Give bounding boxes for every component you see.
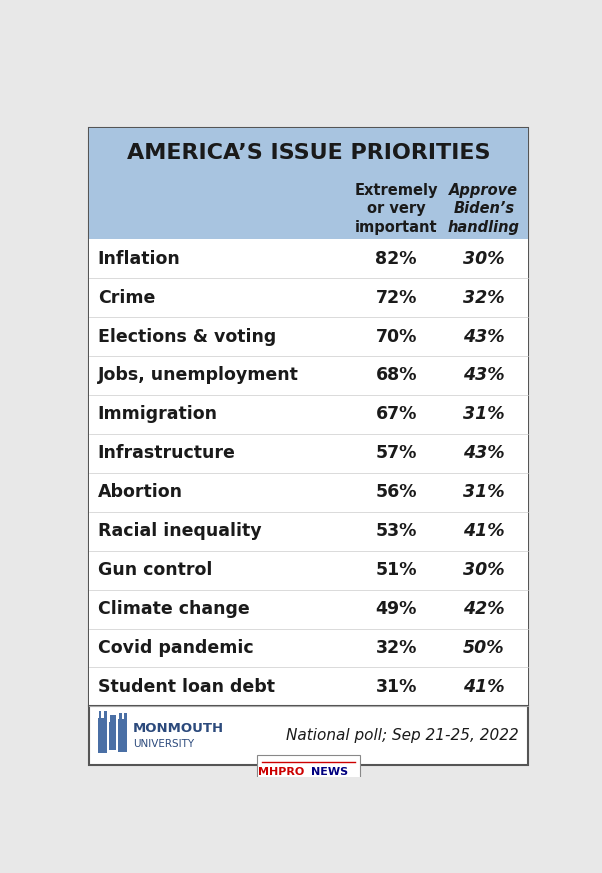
Bar: [257, 755, 360, 787]
Text: MONMOUTH: MONMOUTH: [132, 722, 224, 735]
Bar: [113, 715, 116, 721]
Text: Immigration: Immigration: [98, 405, 218, 423]
Bar: [89, 473, 528, 512]
Text: 49%: 49%: [376, 600, 417, 618]
Text: Inflation: Inflation: [98, 250, 181, 268]
Text: 72%: 72%: [376, 289, 417, 306]
Text: 43%: 43%: [463, 444, 504, 463]
Text: 32%: 32%: [376, 639, 417, 657]
Text: Crime: Crime: [98, 289, 155, 306]
Text: 56%: 56%: [376, 484, 417, 501]
Bar: [89, 356, 528, 395]
Text: Infrastructure: Infrastructure: [98, 444, 235, 463]
Bar: [118, 719, 126, 752]
Text: 30%: 30%: [463, 561, 504, 579]
Bar: [99, 711, 101, 718]
Bar: [89, 128, 528, 706]
Bar: [89, 551, 528, 589]
Text: Climate change: Climate change: [98, 600, 249, 618]
Text: 53%: 53%: [376, 522, 417, 540]
Text: AMERICA’S ISSUE PRIORITIES: AMERICA’S ISSUE PRIORITIES: [127, 143, 490, 163]
Text: 57%: 57%: [376, 444, 417, 463]
Text: Approve
Biden’s
handling: Approve Biden’s handling: [448, 182, 520, 235]
Text: 51%: 51%: [376, 561, 417, 579]
Text: Abortion: Abortion: [98, 484, 182, 501]
Text: 30%: 30%: [463, 250, 504, 268]
Bar: [89, 239, 528, 278]
Text: 32%: 32%: [463, 289, 504, 306]
Text: 43%: 43%: [463, 367, 504, 384]
Text: Jobs, unemployment: Jobs, unemployment: [98, 367, 299, 384]
Bar: [98, 718, 107, 753]
Bar: [89, 128, 528, 179]
Text: Gun control: Gun control: [98, 561, 212, 579]
Text: 50%: 50%: [463, 639, 504, 657]
Text: 42%: 42%: [463, 600, 504, 618]
Text: 41%: 41%: [463, 678, 504, 696]
Bar: [104, 711, 107, 718]
Text: 31%: 31%: [463, 405, 504, 423]
Bar: [89, 434, 528, 473]
Bar: [89, 395, 528, 434]
Text: 67%: 67%: [376, 405, 417, 423]
Bar: [89, 179, 528, 239]
Text: 43%: 43%: [463, 327, 504, 346]
Text: 31%: 31%: [376, 678, 417, 696]
Text: 31%: 31%: [463, 484, 504, 501]
Text: 68%: 68%: [376, 367, 417, 384]
Text: 82%: 82%: [376, 250, 417, 268]
Bar: [89, 706, 528, 765]
Text: 41%: 41%: [463, 522, 504, 540]
Text: National poll; Sep 21-25, 2022: National poll; Sep 21-25, 2022: [286, 728, 518, 743]
Text: MHPRO: MHPRO: [258, 766, 304, 777]
Bar: [119, 712, 122, 719]
Bar: [89, 278, 528, 317]
Text: Extremely
or very
important: Extremely or very important: [355, 182, 438, 235]
Bar: [89, 629, 528, 668]
Bar: [110, 721, 116, 750]
Text: 70%: 70%: [376, 327, 417, 346]
Bar: [110, 715, 113, 721]
Bar: [89, 589, 528, 629]
Text: NEWS: NEWS: [311, 766, 348, 777]
Text: Covid pandemic: Covid pandemic: [98, 639, 253, 657]
Bar: [89, 668, 528, 706]
Bar: [89, 317, 528, 356]
Text: Racial inequality: Racial inequality: [98, 522, 261, 540]
Text: Elections & voting: Elections & voting: [98, 327, 276, 346]
Bar: [124, 712, 126, 719]
Text: UNIVERSITY: UNIVERSITY: [132, 739, 194, 749]
Bar: [89, 512, 528, 551]
Text: Student loan debt: Student loan debt: [98, 678, 275, 696]
